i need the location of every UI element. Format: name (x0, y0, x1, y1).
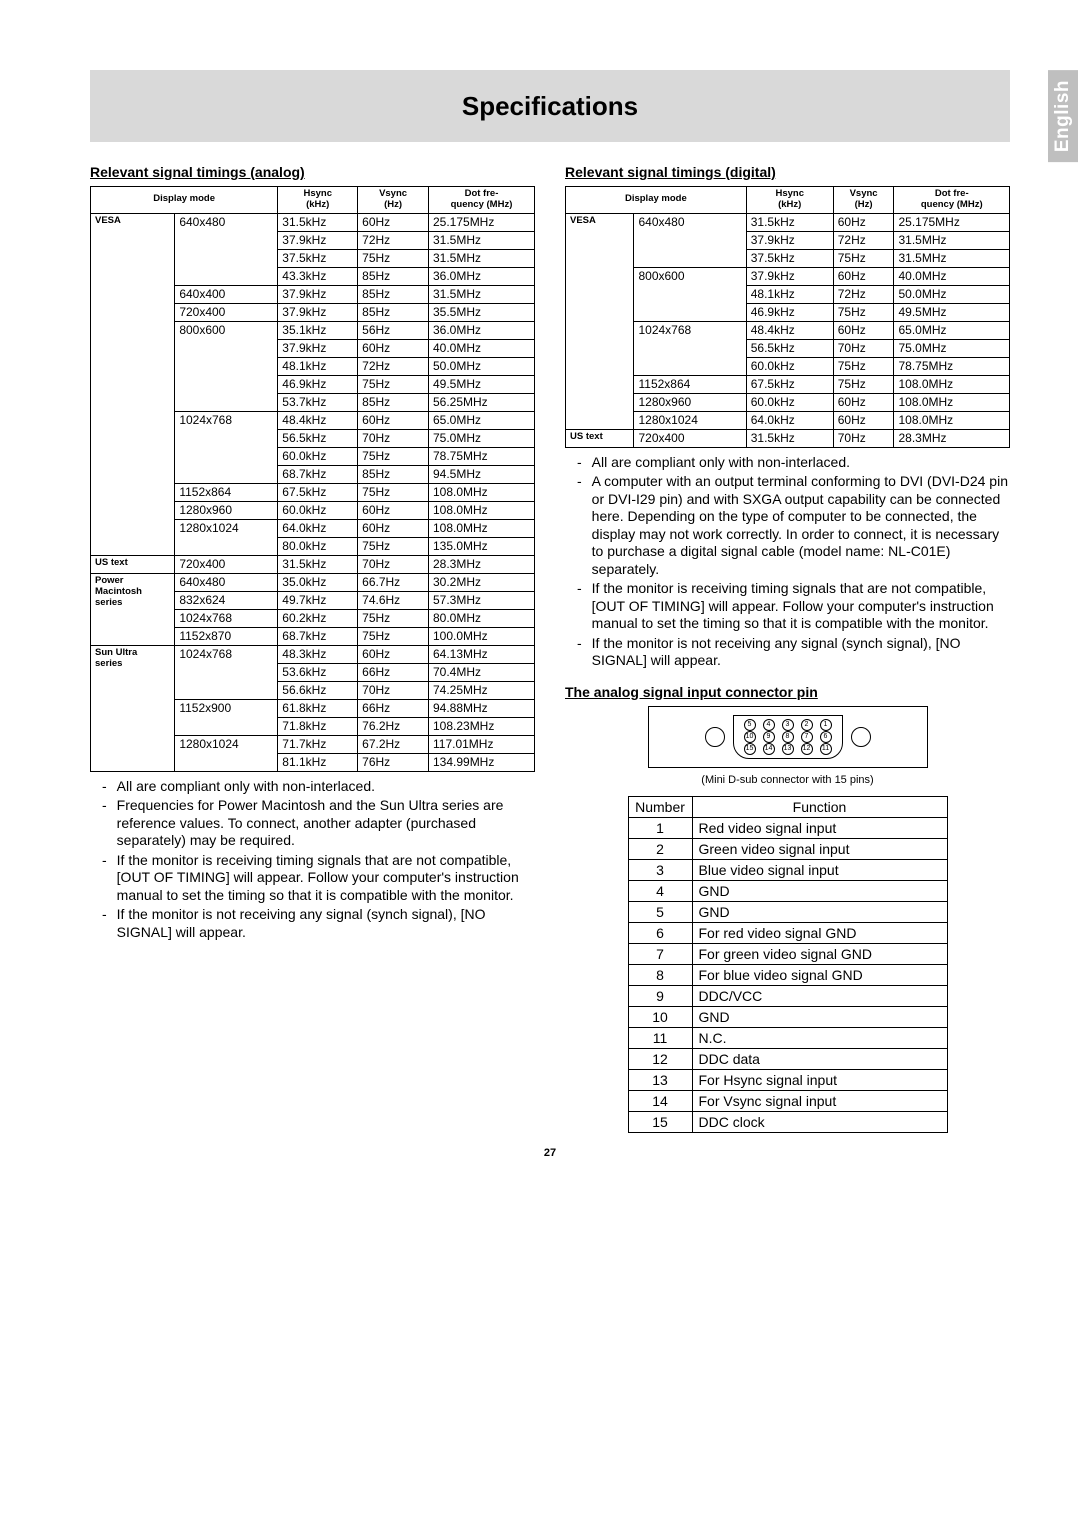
screw-hole-icon (851, 727, 871, 747)
digital-heading: Relevant signal timings (digital) (565, 164, 1010, 180)
connector-diagram: 543211098761514131211 (648, 706, 928, 768)
right-column: Relevant signal timings (digital) Displa… (565, 160, 1010, 1133)
connector-heading: The analog signal input connector pin (565, 684, 1010, 700)
pin-function-table: NumberFunction1Red video signal input2Gr… (628, 796, 948, 1133)
analog-table: Display modeHsync(kHz)Vsync(Hz)Dot fre-q… (90, 186, 535, 772)
analog-notes: All are compliant only with non-interlac… (90, 778, 535, 942)
left-column: Relevant signal timings (analog) Display… (90, 160, 535, 1133)
analog-heading: Relevant signal timings (analog) (90, 164, 535, 180)
pin-layout: 543211098761514131211 (733, 715, 843, 759)
page-title: Specifications (462, 91, 638, 122)
digital-table: Display modeHsync(kHz)Vsync(Hz)Dot fre-q… (565, 186, 1010, 448)
page-number: 27 (90, 1147, 1010, 1159)
language-tab: English (1048, 70, 1078, 162)
screw-hole-icon (705, 727, 725, 747)
digital-notes: All are compliant only with non-interlac… (565, 454, 1010, 670)
connector-caption: (Mini D-sub connector with 15 pins) (565, 774, 1010, 786)
header-band: Specifications (90, 70, 1010, 142)
